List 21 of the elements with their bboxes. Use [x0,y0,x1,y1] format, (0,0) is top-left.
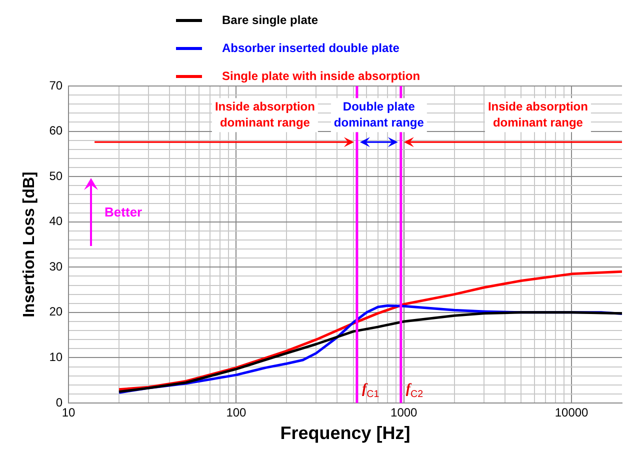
annotation: Better [104,204,142,220]
x-tick-label: 100 [226,406,247,420]
y-tick-label: 50 [49,168,63,183]
y-tick-label: 70 [49,78,63,92]
x-tick-label: 10000 [554,406,589,420]
y-tick-label: 60 [49,124,63,138]
annotation: Inside absorption dominant range [214,99,315,130]
y-tick-label: 30 [49,259,63,274]
y-tick-label: 0 [56,395,63,410]
legend-label: Bare single plate [222,13,318,27]
x-axis-title: Frequency [Hz] [280,423,410,444]
y-axis-title: Insertion Loss [dB] [21,172,38,318]
x-tick-label: 10 [62,406,76,420]
y-tick-label: 20 [49,304,63,319]
y-tick-label: 40 [49,214,63,228]
y-tick-label: 10 [49,350,63,364]
legend-label: Single plate with inside absorption [222,69,420,83]
legend-label: Absorber inserted double plate [222,41,400,55]
annotation: Inside absorption dominant range [488,99,588,130]
x-tick-label: 1000 [390,406,418,420]
annotation: Double plate dominant range [334,99,424,130]
